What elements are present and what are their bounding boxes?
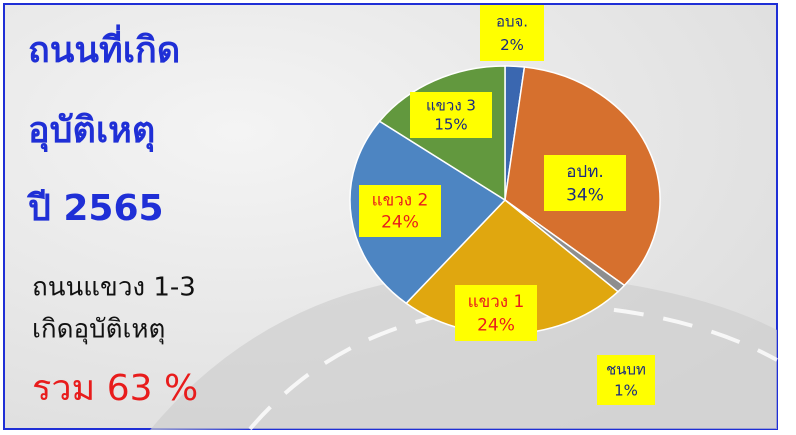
label-box bbox=[455, 285, 537, 341]
slice-value: 24% bbox=[381, 212, 419, 232]
title-line: ปี 2565 bbox=[26, 188, 163, 229]
slice-name: ชนบท bbox=[606, 361, 646, 379]
total-label: รวม 63 % bbox=[32, 368, 198, 409]
slice-value: 1% bbox=[614, 382, 638, 400]
slice-name: อบจ. bbox=[496, 12, 528, 30]
label-box bbox=[597, 355, 655, 405]
left-text: ถนนที่เกิด อุบัติเหตุ ปี 2565 ถนนแขวง 1-… bbox=[26, 24, 198, 409]
title-line: อุบัติเหตุ bbox=[28, 110, 155, 153]
label-box bbox=[410, 92, 492, 138]
slice-name: แขวง 1 bbox=[468, 292, 525, 312]
note-line: ถนนแขวง 1-3 bbox=[32, 273, 196, 303]
label-box bbox=[544, 155, 626, 211]
slice-name: แขวง 2 bbox=[372, 191, 429, 211]
label-box bbox=[359, 185, 441, 237]
road-line bbox=[248, 302, 778, 431]
title-line: ถนนที่เกิด bbox=[28, 24, 180, 71]
slice-value: 34% bbox=[566, 185, 604, 205]
note-line: เกิดอุบัติเหตุ bbox=[32, 315, 165, 345]
slice-value: 15% bbox=[434, 116, 467, 134]
label-box bbox=[480, 5, 544, 61]
slice-value: 2% bbox=[500, 36, 524, 54]
slice-name: อปท. bbox=[566, 162, 604, 182]
slice-value: 24% bbox=[477, 315, 515, 335]
slice-name: แขวง 3 bbox=[426, 96, 476, 114]
